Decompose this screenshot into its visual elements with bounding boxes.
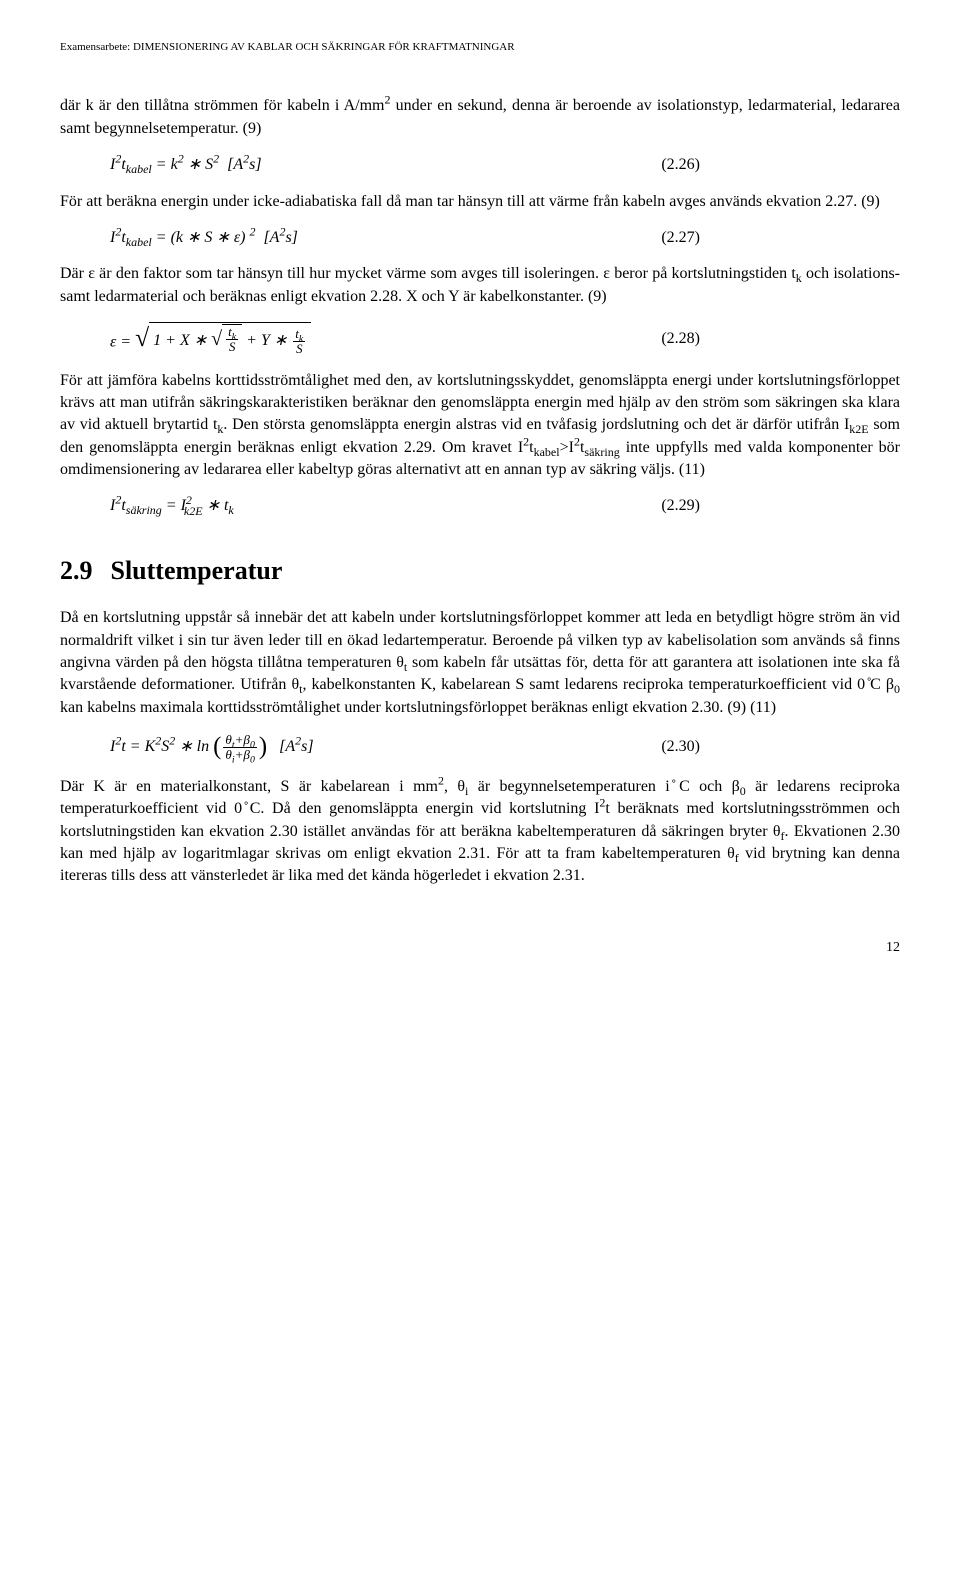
paragraph: För att beräkna energin under icke-adiab… [60,191,900,213]
equation-2-27: I2tkabel = (k ∗ S ∗ ε) 2 [A2s] (2.27) [110,227,900,249]
subscript: k2E [849,422,868,436]
section-number: 2.9 [60,553,93,589]
text: . Den största genomsläppta energin alstr… [223,416,849,433]
page-number: 12 [60,938,900,958]
equation-body: I2tkabel = (k ∗ S ∗ ε) 2 [A2s] [110,227,298,249]
text: , kabelkonstanten K, kabelarean S samt l… [302,676,894,693]
equation-body: ε = √ 1 + X ∗ √ tkS + Y ∗ tkS [110,322,311,355]
equation-2-29: I2tsäkring = I2k2E ∗ tk (2.29) [110,495,900,517]
paragraph: Då en kortslutning uppstår så innebär de… [60,607,900,719]
subscript: säkring [584,445,619,459]
subscript: kabel [534,445,560,459]
equation-2-30: I2t = K2S2 ∗ ln (θt+β0θi+β0) [A2s] (2.30… [110,733,900,762]
text: , θ [444,778,465,795]
equation-body: I2tkabel = k2 ∗ S2 [A2s] [110,154,262,176]
text: Där ε är den faktor som tar hänsyn till … [60,265,796,282]
equation-number: (2.29) [661,495,700,517]
paragraph: Där ε är den faktor som tar hänsyn till … [60,263,900,308]
paragraph-intro: där k är den tillåtna strömmen för kabel… [60,95,900,140]
equation-number: (2.28) [661,328,700,350]
section-heading: 2.9 Sluttemperatur [60,553,900,589]
text: >I [560,439,574,456]
text: Där K är en materialkonstant, S är kabel… [60,778,438,795]
equation-body: I2t = K2S2 ∗ ln (θt+β0θi+β0) [A2s] [110,733,314,762]
equation-number: (2.26) [661,154,700,176]
page-header: Examensarbete: DIMENSIONERING AV KABLAR … [60,40,900,55]
paragraph: Där K är en materialkonstant, S är kabel… [60,776,900,888]
equation-number: (2.27) [661,227,700,249]
subscript: 0 [894,683,900,697]
equation-number: (2.30) [661,736,700,758]
text: kan kabelns maximala korttidsströmtåligh… [60,699,776,716]
equation-body: I2tsäkring = I2k2E ∗ tk [110,495,234,517]
text: är begynnelsetemperaturen i ̊C och β [468,778,739,795]
equation-2-28: ε = √ 1 + X ∗ √ tkS + Y ∗ tkS (2.28) [110,322,900,355]
section-title: Sluttemperatur [111,556,283,585]
text: där k är den tillåtna strömmen för kabel… [60,97,385,114]
equation-2-26: I2tkabel = k2 ∗ S2 [A2s] (2.26) [110,154,900,176]
paragraph: För att jämföra kabelns korttidsströmtål… [60,370,900,482]
